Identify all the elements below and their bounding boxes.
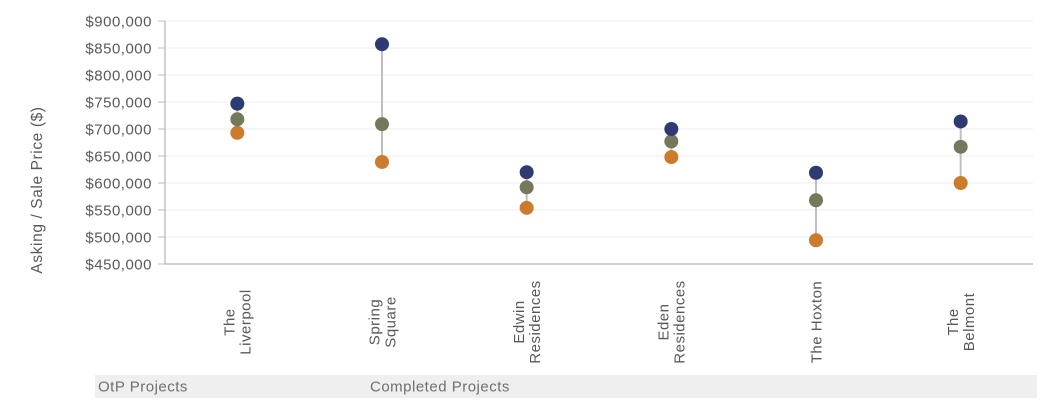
- y-tick-label: $800,000: [85, 67, 152, 84]
- data-point-orange: [375, 154, 389, 169]
- data-point-navy: [375, 37, 389, 52]
- category-label: Residences: [672, 280, 689, 363]
- category-label: The Hoxton: [808, 281, 825, 364]
- data-point-orange: [664, 150, 679, 165]
- data-point-orange: [953, 176, 968, 190]
- category-label: Square: [382, 296, 399, 347]
- category-label: Spring: [366, 299, 383, 345]
- data-point-olive: [664, 134, 679, 149]
- y-tick-label: $600,000: [85, 175, 152, 192]
- y-tick-label: $550,000: [85, 202, 152, 219]
- y-tick-label: $450,000: [85, 256, 152, 273]
- group-label-otp: OtP Projects: [98, 378, 188, 395]
- y-tick-label: $900,000: [85, 13, 152, 30]
- y-tick-label: $750,000: [85, 94, 152, 111]
- category-label: Belmont: [961, 292, 978, 351]
- data-point-olive: [230, 112, 245, 127]
- category-label: Liverpool: [238, 289, 255, 354]
- group-label-completed: Completed Projects: [370, 378, 510, 395]
- data-point-olive: [375, 117, 389, 132]
- data-point-navy: [809, 165, 823, 180]
- category-label: Residences: [527, 280, 544, 363]
- data-point-orange: [230, 125, 245, 140]
- category-label: Eden: [656, 303, 673, 340]
- data-point-orange: [519, 200, 534, 215]
- category-label: Edwin: [511, 300, 528, 343]
- data-point-navy: [519, 165, 534, 180]
- data-point-navy: [953, 114, 968, 129]
- data-point-olive: [953, 139, 968, 154]
- data-point-navy: [664, 122, 679, 136]
- data-point-olive: [519, 180, 534, 195]
- y-tick-label: $850,000: [85, 40, 152, 57]
- y-tick-label: $500,000: [85, 229, 152, 246]
- y-tick-label: $700,000: [85, 121, 152, 138]
- group-label-strip: OtP Projects Completed Projects: [95, 375, 1037, 398]
- y-tick-label: $650,000: [85, 148, 152, 165]
- data-point-orange: [809, 233, 823, 248]
- category-label: The: [945, 308, 962, 335]
- data-point-olive: [809, 193, 823, 208]
- data-point-navy: [230, 96, 245, 111]
- category-label: The: [222, 308, 239, 335]
